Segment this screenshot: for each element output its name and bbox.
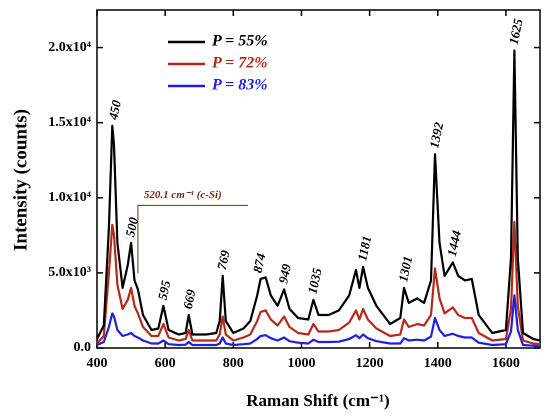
legend-label: P = 83% — [211, 77, 268, 94]
callout-label: 520.1 cm⁻¹ (c-Si) — [144, 189, 222, 201]
peak-label: 1444 — [444, 229, 464, 258]
x-tick-label: 600 — [155, 356, 176, 371]
series-line — [96, 220, 541, 346]
peak-label: 1625 — [506, 17, 526, 46]
peak-label: 1181 — [354, 234, 374, 262]
peak-label: 1035 — [305, 266, 325, 295]
peak-label: 1392 — [426, 120, 446, 149]
legend-label: P = 55% — [211, 33, 268, 50]
y-tick-label: 5.0x10³ — [48, 265, 91, 280]
y-tick-label: 2.0x10⁴ — [48, 40, 92, 55]
callout-line — [137, 204, 248, 274]
y-tick-label: 1.5x10⁴ — [48, 115, 92, 130]
peak-label: 1301 — [395, 255, 415, 284]
peak-label: 500 — [122, 215, 141, 238]
peak-label: 669 — [180, 288, 199, 311]
x-tick-label: 1200 — [356, 356, 384, 371]
x-axis-label: Raman Shift (cm⁻¹) — [246, 391, 389, 410]
series-line — [96, 49, 541, 342]
x-tick-label: 800 — [223, 356, 244, 371]
peak-label: 769 — [214, 248, 233, 271]
peak-label: 874 — [250, 251, 269, 274]
x-tick-label: 1000 — [287, 356, 315, 371]
peak-label: 450 — [105, 98, 124, 122]
x-tick-label: 1600 — [492, 356, 520, 371]
y-tick-label: 0.0 — [74, 340, 92, 355]
plot-frame — [96, 9, 541, 349]
x-tick-label: 400 — [87, 356, 108, 371]
series-line — [96, 294, 541, 348]
y-axis-label: Intensity (counts) — [10, 109, 31, 251]
x-tick-label: 1400 — [424, 356, 452, 371]
peak-label: 595 — [155, 279, 174, 302]
y-tick-label: 1.0x10⁴ — [48, 190, 92, 205]
peak-label: 949 — [275, 262, 294, 285]
legend-label: P = 72% — [211, 55, 268, 72]
